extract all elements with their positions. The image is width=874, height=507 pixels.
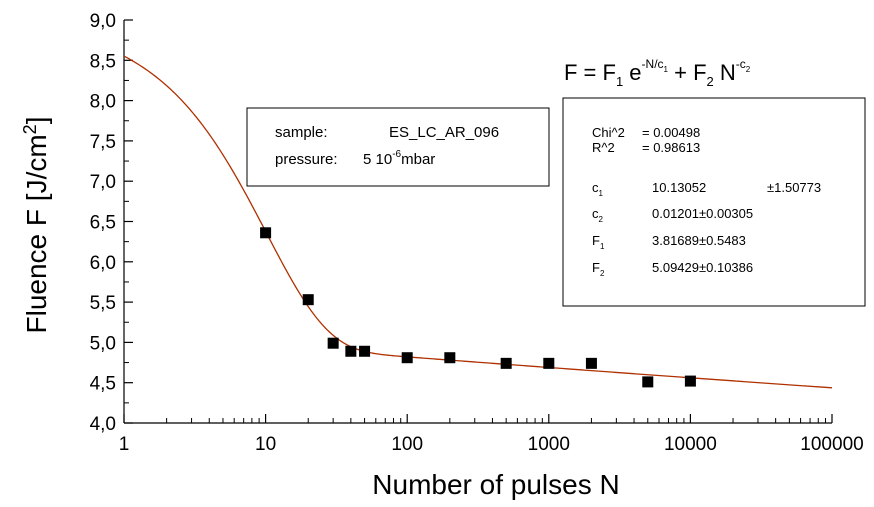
fit-curve-group	[123, 55, 833, 389]
axis-ticks: 1 10 100 1000 10000 100000 4,0 4,5 5,0 5,5 6,0 6,5 7…	[90, 11, 864, 455]
c2-value: 0.01201±0.00305	[652, 206, 753, 221]
data-point	[327, 337, 339, 349]
x-tick-label: 10000	[664, 434, 717, 455]
c1-error: ±1.50773	[767, 180, 821, 195]
data-point	[401, 352, 413, 364]
F1-value: 3.81689±0.5483	[652, 233, 746, 248]
x-tick-label: 1000	[528, 434, 570, 455]
F2-label: F2	[592, 260, 605, 278]
data-point	[345, 345, 357, 357]
data-point	[444, 352, 456, 364]
chi-value: = 0.00498	[642, 125, 700, 140]
y-axis-title: Fluence F [J/cm2]	[20, 117, 52, 334]
y-tick-label: 6,0	[90, 253, 116, 274]
data-point	[302, 294, 314, 306]
y-tick-label: 7,5	[90, 132, 116, 153]
y-tick-label: 5,5	[90, 293, 116, 314]
c2-label: c2	[592, 206, 604, 224]
x-tick-label: 100000	[800, 434, 863, 455]
fit-curve	[123, 55, 833, 389]
F1-label: F1	[592, 233, 605, 251]
sample-value: ES_LC_AR_096	[389, 124, 499, 141]
r-label: R^2	[592, 140, 615, 155]
sample-info-box: sample: ES_LC_AR_096 pressure: 5 10-6mba…	[246, 107, 550, 187]
x-tick-label: 100	[391, 434, 423, 455]
data-point	[359, 345, 371, 357]
y-tick-label: 7,0	[90, 172, 116, 193]
fit-results-box: Chi^2 = 0.00498 R^2 = 0.98613 c1 10.1305…	[562, 97, 866, 307]
pressure-value: 5 10-6mbar	[363, 149, 435, 168]
fit-formula: F = F1 e-N/c1 + F2 N-c2	[564, 57, 751, 89]
y-tick-label: 8,0	[90, 92, 116, 113]
r-value: = 0.98613	[642, 140, 700, 155]
x-tick-label: 10	[255, 434, 276, 455]
y-tick-label: 5,0	[90, 333, 116, 354]
data-points	[260, 227, 696, 388]
pressure-label: pressure:	[275, 151, 338, 168]
y-tick-label: 8,5	[90, 51, 116, 72]
data-point	[585, 357, 597, 369]
y-tick-label: 9,0	[90, 11, 116, 32]
x-tick-label: 1	[119, 434, 130, 455]
chi-label: Chi^2	[592, 125, 625, 140]
data-point	[500, 357, 512, 369]
y-tick-label: 4,5	[90, 374, 116, 395]
sample-label: sample:	[275, 124, 328, 141]
data-point	[543, 357, 555, 369]
data-point	[260, 227, 272, 239]
c1-label: c1	[592, 180, 604, 198]
y-tick-label: 6,5	[90, 213, 116, 234]
c1-value: 10.13052	[652, 180, 706, 195]
x-axis-title: Number of pulses N	[372, 469, 619, 500]
data-point	[684, 375, 696, 387]
data-point	[642, 376, 654, 388]
y-tick-label: 4,0	[90, 414, 116, 435]
F2-value: 5.09429±0.10386	[652, 260, 753, 275]
